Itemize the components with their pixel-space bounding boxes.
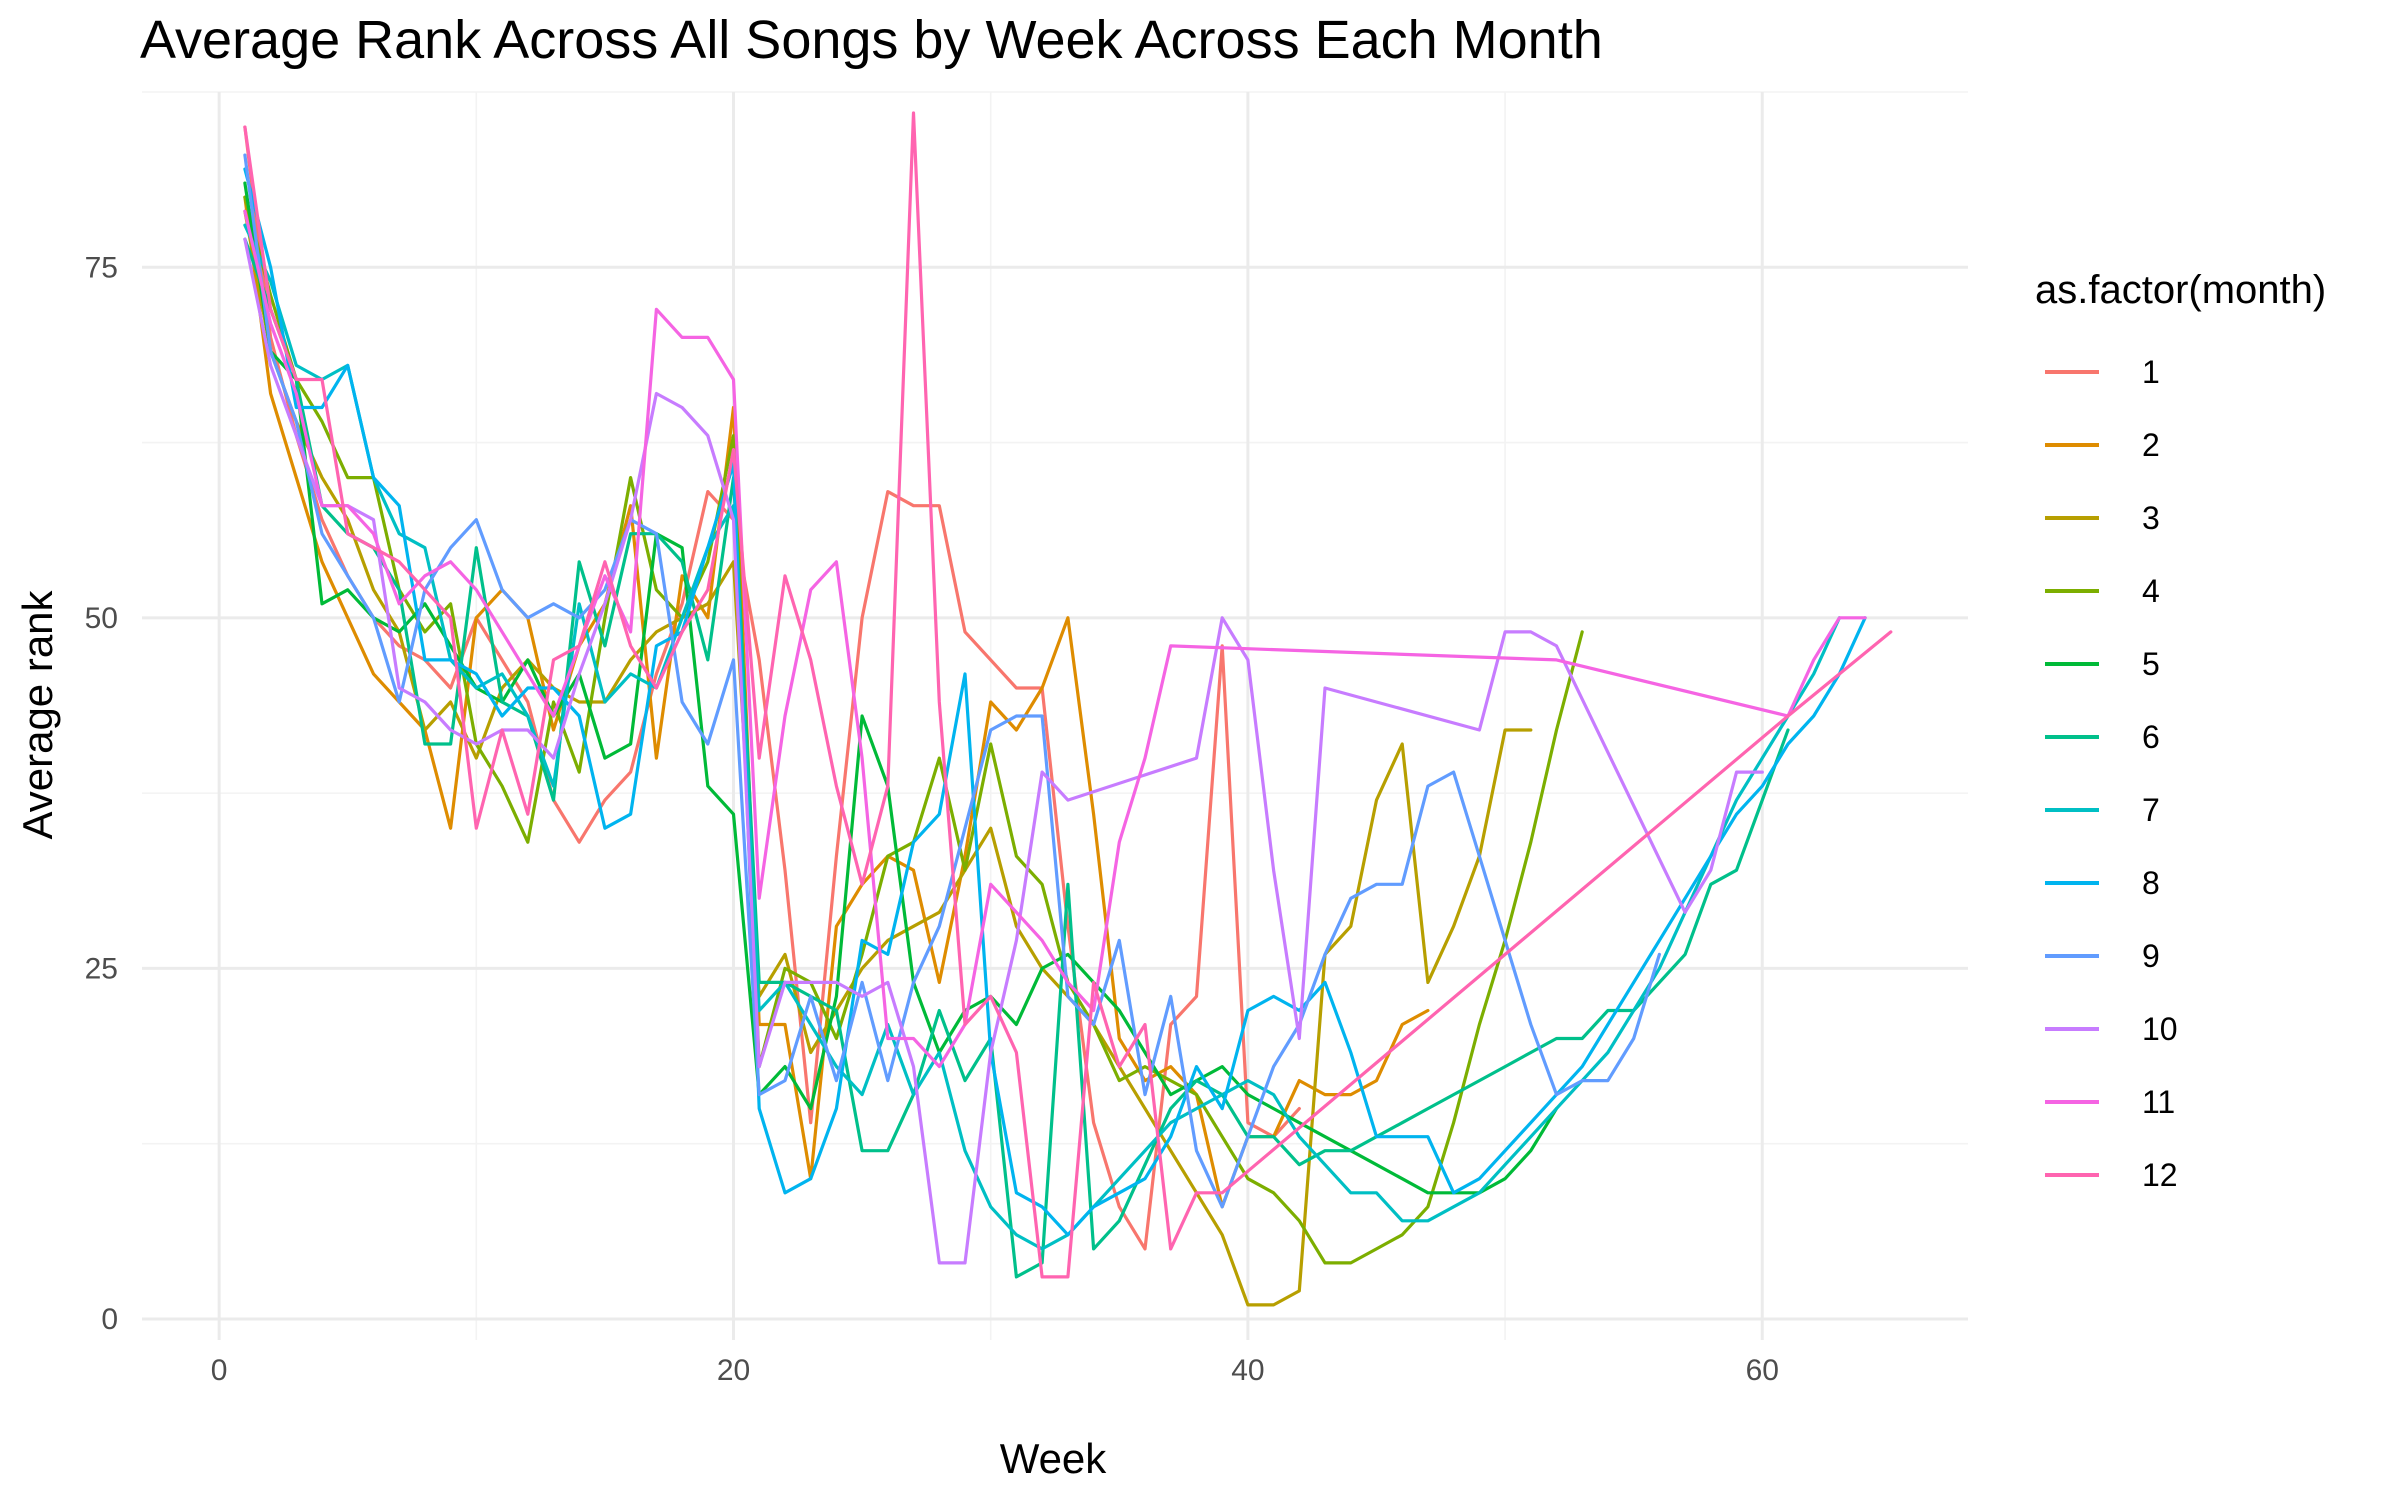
x-axis-ticks: 0 20 40 60 [211,1354,1779,1387]
legend-item: 6 [2045,719,2160,755]
x-tick-label: 60 [1746,1354,1779,1387]
series-line-month-6 [243,237,1790,1279]
series-line-month-8 [243,167,1867,1237]
y-axis-ticks: 0 25 50 75 [85,251,118,1336]
x-tick-label: 20 [717,1354,750,1387]
legend-label: 12 [2142,1157,2178,1193]
legend-label: 3 [2142,500,2160,536]
legend-label: 2 [2142,427,2160,463]
y-axis-title: Average rank [14,589,61,839]
legend-item: 3 [2045,500,2160,536]
legend-label: 9 [2142,938,2160,974]
series-line-month-12 [243,111,1893,1279]
legend-label: 5 [2142,646,2160,682]
grid [142,91,1968,1340]
series-line-month-3 [243,209,1533,1307]
legend-label: 7 [2142,792,2160,828]
x-axis-title: Week [1000,1435,1108,1482]
legend-item: 7 [2045,792,2160,828]
x-tick-label: 0 [211,1354,228,1387]
legend-item: 12 [2045,1157,2178,1193]
plot-lines [243,111,1893,1307]
legend-item: 1 [2045,354,2160,390]
y-tick-label: 75 [85,251,118,284]
series-line-month-4 [243,195,1584,1265]
legend-label: 6 [2142,719,2160,755]
legend-item: 5 [2045,646,2160,682]
legend-label: 1 [2142,354,2160,390]
legend-item: 2 [2045,427,2160,463]
legend-item: 10 [2045,1011,2178,1047]
y-tick-label: 50 [85,602,118,635]
chart-title: Average Rank Across All Songs by Week Ac… [140,10,1603,70]
y-tick-label: 0 [101,1303,118,1336]
series-line-month-11 [243,209,1867,1069]
x-tick-label: 40 [1231,1354,1264,1387]
legend-title: as.factor(month) [2035,268,2326,312]
legend-label: 11 [2142,1084,2175,1120]
y-tick-label: 25 [85,952,118,985]
legend-item: 9 [2045,938,2160,974]
legend-item: 11 [2045,1084,2175,1120]
legend-item: 4 [2045,573,2160,609]
series-line-month-7 [243,223,1842,1251]
series-line-month-5 [243,181,1559,1195]
series-line-month-10 [243,237,1764,1265]
legend-label: 4 [2142,573,2160,609]
legend-label: 8 [2142,865,2160,901]
legend-label: 10 [2142,1011,2178,1047]
legend-item: 8 [2045,865,2160,901]
